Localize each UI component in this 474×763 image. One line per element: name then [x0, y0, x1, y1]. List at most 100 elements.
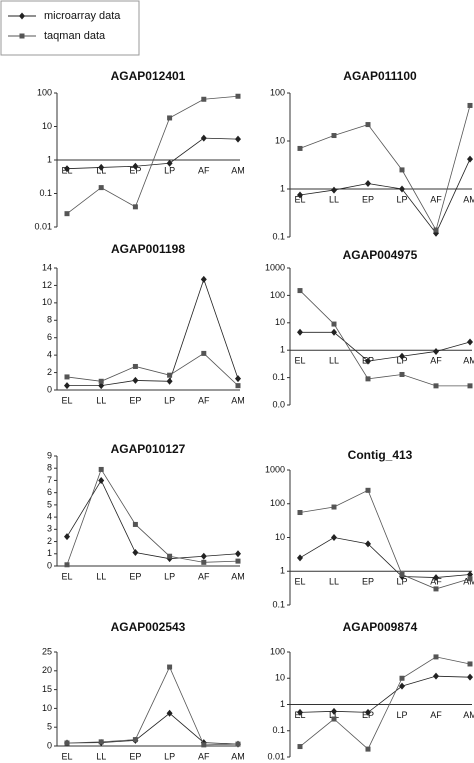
x-tick-label: AM — [231, 571, 245, 581]
series-line — [66, 352, 239, 386]
x-tick-label: EP — [129, 751, 141, 761]
diamond-marker — [200, 275, 207, 283]
square-marker — [235, 383, 241, 389]
x-tick-label: AM — [231, 751, 245, 761]
series-line — [66, 137, 239, 170]
square-marker — [399, 572, 405, 578]
series-line — [299, 158, 471, 234]
diamond-marker — [64, 533, 70, 541]
series-line — [66, 95, 239, 214]
square-marker — [365, 746, 371, 752]
y-tick-label: 4 — [47, 511, 52, 521]
y-tick-label: 1 — [280, 699, 285, 709]
square-marker — [98, 185, 104, 191]
y-tick-label: 0.01 — [34, 221, 52, 231]
y-tick-label: 0.0 — [272, 399, 285, 409]
x-tick-label: LL — [329, 194, 339, 204]
x-tick-label: EP — [129, 165, 141, 175]
diamond-marker — [331, 186, 337, 194]
x-tick-label: LP — [396, 577, 407, 587]
y-tick-label: 10 — [42, 297, 52, 307]
square-marker — [167, 115, 173, 121]
x-tick-label: AF — [198, 395, 210, 405]
diamond-marker — [166, 159, 173, 167]
chart-title: AGAP010127 — [111, 442, 186, 456]
series-line — [299, 537, 471, 578]
y-tick-label: 10 — [275, 135, 285, 145]
legend-label: microarray data — [44, 10, 121, 22]
square-marker — [399, 675, 405, 681]
y-tick-label: 8 — [47, 315, 52, 325]
y-tick-label: 15 — [42, 684, 52, 694]
series-line — [67, 278, 239, 387]
y-tick-label: 0 — [47, 560, 52, 570]
y-tick-label: 25 — [42, 646, 52, 656]
diamond-marker — [467, 155, 473, 163]
series-line — [299, 489, 471, 590]
diamond-marker — [235, 135, 241, 143]
diamond-marker — [365, 180, 371, 188]
y-tick-label: 1000 — [265, 464, 285, 474]
y-tick-label: 7 — [47, 475, 52, 485]
square-marker — [167, 372, 173, 378]
series-line — [299, 675, 471, 713]
y-tick-label: 20 — [42, 665, 52, 675]
diamond-marker — [297, 328, 303, 336]
x-tick-label: EP — [362, 194, 374, 204]
y-tick-label: 0.01 — [267, 751, 285, 761]
x-tick-label: EL — [294, 194, 305, 204]
diamond-marker — [399, 682, 405, 690]
diamond-marker — [64, 382, 70, 390]
diamond-marker — [98, 163, 105, 171]
x-tick-label: AM — [231, 165, 245, 175]
y-tick-label: 10 — [275, 673, 285, 683]
square-marker — [64, 374, 70, 380]
square-marker — [201, 96, 207, 102]
y-tick-label: 5 — [47, 499, 52, 509]
chart-title: AGAP004975 — [343, 248, 418, 262]
y-tick-label: 12 — [42, 280, 52, 290]
square-marker — [132, 204, 138, 210]
square-marker — [433, 383, 439, 389]
diamond-marker — [166, 377, 173, 385]
square-marker — [64, 211, 70, 217]
y-tick-label: 10 — [275, 317, 285, 327]
diamond-marker — [399, 352, 405, 360]
diamond-marker — [200, 552, 207, 560]
x-tick-label: LL — [96, 395, 106, 405]
square-marker — [132, 363, 138, 369]
square-marker — [331, 133, 337, 139]
square-marker — [467, 576, 473, 582]
y-tick-label: 100 — [270, 290, 285, 300]
chart-title: Contig_413 — [348, 448, 413, 462]
series-line — [299, 105, 471, 232]
x-tick-label: LL — [96, 751, 106, 761]
square-marker — [399, 167, 405, 173]
diamond-marker — [132, 162, 139, 170]
x-tick-label: AF — [430, 710, 442, 720]
square-marker — [19, 33, 25, 39]
diamond-marker — [433, 574, 439, 582]
y-tick-label: 0.1 — [272, 231, 285, 241]
y-tick-label: 100 — [37, 87, 52, 97]
y-tick-label: 6 — [47, 332, 52, 342]
y-tick-label: 1 — [47, 548, 52, 558]
y-tick-label: 2 — [47, 536, 52, 546]
diamond-marker — [132, 376, 139, 384]
x-tick-label: EL — [61, 395, 72, 405]
x-tick-label: AF — [198, 165, 210, 175]
square-marker — [467, 102, 473, 108]
x-tick-label: EL — [294, 356, 305, 366]
square-marker — [433, 654, 439, 660]
y-tick-label: 100 — [270, 498, 285, 508]
diamond-marker — [365, 357, 371, 365]
y-tick-label: 8 — [47, 463, 52, 473]
diamond-marker — [297, 708, 303, 716]
square-marker — [98, 378, 104, 384]
diamond-marker — [433, 347, 439, 355]
y-tick-label: 5 — [47, 722, 52, 732]
y-tick-label: 1 — [280, 566, 285, 576]
diamond-marker — [467, 673, 473, 681]
square-marker — [331, 504, 337, 510]
